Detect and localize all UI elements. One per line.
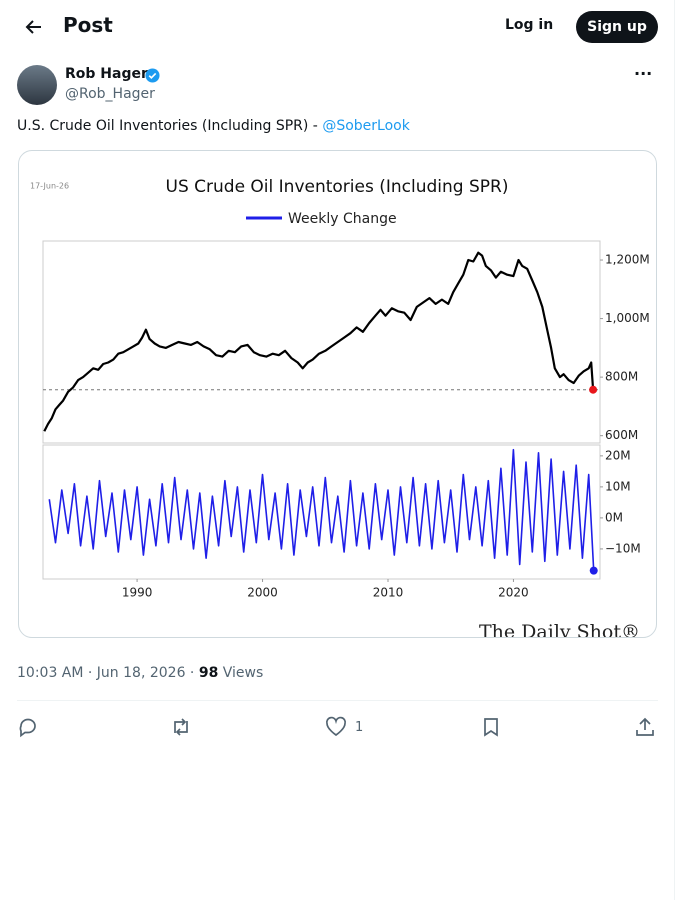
legend-label: Weekly Change xyxy=(288,211,397,227)
post-body: U.S. Crude Oil Inventories (Including SP… xyxy=(17,118,323,134)
post-meta: 10:03 AM · Jun 18, 2026 · 98 Views xyxy=(17,665,263,681)
date-label: 17-Jun-26 xyxy=(30,182,69,191)
bookmark-button[interactable] xyxy=(480,716,502,738)
more-menu[interactable]: ··· xyxy=(634,64,653,83)
like-count: 1 xyxy=(355,720,364,735)
top-panel-frame xyxy=(42,240,601,444)
signup-button[interactable]: Sign up xyxy=(576,11,658,43)
divider xyxy=(17,700,658,701)
y-tick-label: 0M xyxy=(605,510,623,524)
post-text: U.S. Crude Oil Inventories (Including SP… xyxy=(17,118,410,134)
login-button[interactable]: Log in xyxy=(505,17,554,33)
avatar[interactable] xyxy=(17,65,57,105)
bottom-panel-frame xyxy=(42,444,601,580)
views-label: Views xyxy=(222,665,264,681)
media-card[interactable]: 17-Jun-26 US Crude Oil Inventories (Incl… xyxy=(18,150,657,638)
repost-button[interactable] xyxy=(170,716,192,738)
like-button[interactable] xyxy=(325,716,347,738)
x-tick-label: 2000 xyxy=(247,586,278,600)
chart: 17-Jun-26 US Crude Oil Inventories (Incl… xyxy=(30,177,650,638)
header-title: Post xyxy=(63,13,113,37)
data-line xyxy=(43,251,595,432)
share-button[interactable] xyxy=(634,716,656,738)
timestamp[interactable]: 10:03 AM · Jun 18, 2026 · xyxy=(17,665,199,681)
author-name[interactable]: Rob Hager xyxy=(65,66,148,82)
y-tick-label: 1,200M xyxy=(605,253,650,267)
y-tick-label: 20M xyxy=(605,448,631,462)
x-tick-label: 1990 xyxy=(122,586,153,600)
verified-badge xyxy=(145,68,160,83)
y-tick-label: 600M xyxy=(605,428,638,442)
source: The Daily Shot® xyxy=(479,621,640,638)
y-tick-label: 800M xyxy=(605,370,638,384)
back-arrow[interactable] xyxy=(24,17,44,37)
y-tick-label: 1,000M xyxy=(605,311,650,325)
chart-title: US Crude Oil Inventories (Including SPR) xyxy=(166,177,509,197)
mention[interactable]: @SoberLook xyxy=(322,118,410,134)
data-line xyxy=(48,448,595,571)
end-marker xyxy=(589,385,598,394)
y-tick-label: 10M xyxy=(605,479,631,493)
reply-button[interactable] xyxy=(17,716,39,738)
x-tick-label: 2020 xyxy=(498,586,529,600)
view-count: 98 xyxy=(198,665,219,681)
end-marker xyxy=(589,566,598,575)
author-handle[interactable]: @Rob_Hager xyxy=(65,86,155,102)
y-tick-label: −10M xyxy=(605,541,641,555)
x-tick-label: 2010 xyxy=(373,586,404,600)
